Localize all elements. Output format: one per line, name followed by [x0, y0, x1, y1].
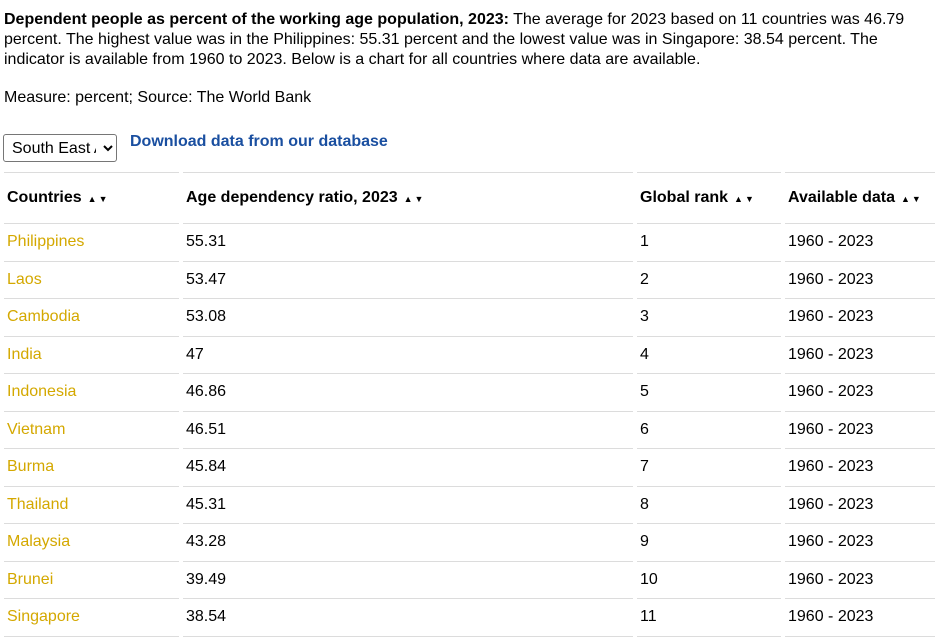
country-link[interactable]: Vietnam	[7, 420, 66, 438]
country-link[interactable]: Laos	[7, 270, 42, 288]
table-row: Burma 45.84 7 1960 - 2023	[4, 449, 935, 487]
download-data-link[interactable]: Download data from our database	[130, 133, 388, 150]
data-range: 1960 - 2023	[785, 412, 935, 449]
sort-icon[interactable]: ▲▼	[87, 194, 110, 204]
data-range: 1960 - 2023	[785, 449, 935, 487]
sort-icon[interactable]: ▲▼	[734, 194, 756, 204]
data-range: 1960 - 2023	[785, 262, 935, 299]
ratio-value: 55.31	[183, 224, 633, 262]
rank-value: 8	[637, 487, 781, 524]
data-range: 1960 - 2023	[785, 224, 935, 262]
country-link[interactable]: India	[7, 345, 42, 363]
header-global-rank[interactable]: Global rank ▲▼	[637, 172, 781, 224]
sort-icon[interactable]: ▲▼	[403, 194, 426, 204]
rank-value: 11	[637, 599, 781, 637]
country-link[interactable]: Philippines	[7, 233, 85, 251]
country-link[interactable]: Thailand	[7, 495, 69, 513]
rank-value: 5	[637, 374, 781, 412]
table-row: Philippines 55.31 1 1960 - 2023	[4, 224, 935, 262]
country-link[interactable]: Burma	[7, 458, 55, 476]
header-label: Countries	[7, 189, 82, 206]
country-link[interactable]: Malaysia	[7, 533, 71, 551]
ratio-value: 46.86	[183, 374, 633, 412]
rank-value: 6	[637, 412, 781, 449]
ratio-value: 46.51	[183, 412, 633, 449]
intro-heading: Dependent people as percent of the worki…	[4, 11, 509, 28]
data-range: 1960 - 2023	[785, 337, 935, 374]
data-table: Countries ▲▼ Age dependency ratio, 2023 ▲▼…	[4, 172, 935, 637]
header-label: Age dependency ratio, 2023	[186, 189, 398, 206]
rank-value: 7	[637, 449, 781, 487]
header-available-data[interactable]: Available data ▲▼	[785, 172, 935, 224]
rank-value: 3	[637, 299, 781, 337]
sort-icon[interactable]: ▲▼	[901, 194, 923, 204]
table-row: Vietnam 46.51 6 1960 - 2023	[4, 412, 935, 449]
table-row: Thailand 45.31 8 1960 - 2023	[4, 487, 935, 524]
intro-paragraph: Dependent people as percent of the worki…	[4, 10, 938, 70]
table-row: Laos 53.47 2 1960 - 2023	[4, 262, 935, 299]
table-row: Malaysia 43.28 9 1960 - 2023	[4, 524, 935, 562]
table-row: Singapore 38.54 11 1960 - 2023	[4, 599, 935, 637]
region-select[interactable]: South East Asia	[3, 134, 117, 162]
country-link[interactable]: Indonesia	[7, 383, 77, 401]
measure-source: Measure: percent; Source: The World Bank	[4, 89, 312, 106]
rank-value: 2	[637, 262, 781, 299]
country-link[interactable]: Singapore	[7, 608, 80, 626]
table-row: Brunei 39.49 10 1960 - 2023	[4, 562, 935, 599]
ratio-value: 53.47	[183, 262, 633, 299]
header-countries[interactable]: Countries ▲▼	[4, 172, 179, 224]
data-range: 1960 - 2023	[785, 562, 935, 599]
header-label: Global rank	[640, 189, 729, 206]
ratio-value: 53.08	[183, 299, 633, 337]
rank-value: 9	[637, 524, 781, 562]
data-range: 1960 - 2023	[785, 487, 935, 524]
table-header-row: Countries ▲▼ Age dependency ratio, 2023 ▲▼…	[4, 172, 935, 224]
table-row: India 47 4 1960 - 2023	[4, 337, 935, 374]
rank-value: 10	[637, 562, 781, 599]
data-range: 1960 - 2023	[785, 599, 935, 637]
header-label: Available data	[788, 189, 896, 206]
table-row: Indonesia 46.86 5 1960 - 2023	[4, 374, 935, 412]
table-row: Cambodia 53.08 3 1960 - 2023	[4, 299, 935, 337]
data-range: 1960 - 2023	[785, 374, 935, 412]
ratio-value: 45.84	[183, 449, 633, 487]
data-range: 1960 - 2023	[785, 299, 935, 337]
ratio-value: 45.31	[183, 487, 633, 524]
rank-value: 1	[637, 224, 781, 262]
country-link[interactable]: Cambodia	[7, 308, 80, 326]
header-age-dependency[interactable]: Age dependency ratio, 2023 ▲▼	[183, 172, 633, 224]
intro-text: The average for 2023 based on 11 countri…	[4, 11, 905, 68]
country-link[interactable]: Brunei	[7, 570, 54, 588]
data-range: 1960 - 2023	[785, 524, 935, 562]
ratio-value: 38.54	[183, 599, 633, 637]
ratio-value: 43.28	[183, 524, 633, 562]
ratio-value: 39.49	[183, 562, 633, 599]
rank-value: 4	[637, 337, 781, 374]
ratio-value: 47	[183, 337, 633, 374]
